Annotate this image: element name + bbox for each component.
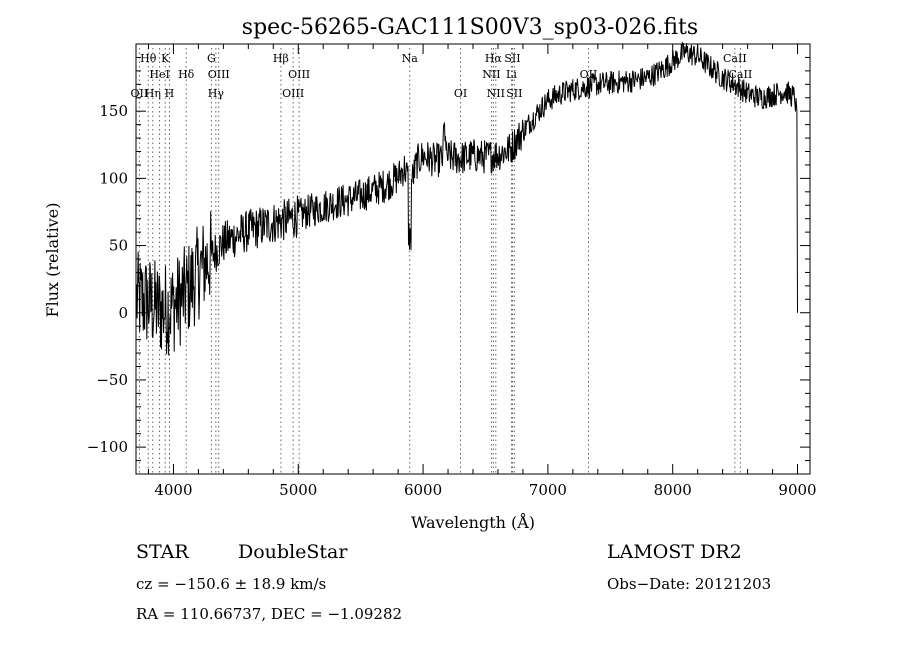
spectral-line-label: CaII	[723, 52, 747, 65]
spectral-line-label: Hδ	[178, 68, 195, 81]
y-tick-label: −100	[87, 438, 128, 456]
y-tick-label: 0	[118, 304, 128, 322]
x-tick-label: 5000	[279, 481, 317, 499]
object-class: STAR	[136, 541, 189, 563]
spectral-line-label: OI	[454, 87, 467, 100]
object-subclass: DoubleStar	[238, 541, 348, 563]
y-axis-ticks: −100 −50 0 50 100 150	[87, 56, 810, 462]
x-tick-label: 7000	[529, 481, 567, 499]
spectrum-series-line	[136, 41, 798, 356]
x-axis-ticks: 4000 5000 6000 7000 8000 9000	[147, 44, 817, 499]
spectral-line-label: Hβ	[273, 52, 289, 65]
x-axis-label: Wavelength (Å)	[411, 512, 535, 532]
redshift-info: cz = −150.6 ± 18.9 km/s	[136, 575, 326, 593]
y-tick-label: 100	[99, 169, 128, 187]
spectral-line-label: OIII	[282, 87, 304, 100]
spectral-line-label: CaII	[729, 68, 753, 81]
spectral-line-label: Hγ	[208, 87, 225, 100]
x-tick-label: 8000	[654, 481, 692, 499]
y-tick-label: 150	[99, 102, 128, 120]
x-tick-label: 6000	[404, 481, 442, 499]
spectral-line-label: NII	[487, 87, 505, 100]
spectral-line-label: SII	[506, 87, 522, 100]
chart-title: spec-56265-GAC111S00V3_sp03-026.fits	[242, 15, 698, 40]
spectral-line-label: G	[207, 52, 216, 65]
spectral-line-label: Na	[402, 52, 419, 65]
spectral-line-label: Hθ	[140, 52, 157, 65]
y-tick-label: −50	[96, 371, 128, 389]
spectral-line-label: OII	[131, 87, 149, 100]
spectral-line-label: Hα	[485, 52, 503, 65]
observation-date: Obs−Date: 20121203	[607, 575, 771, 593]
spectral-line-label: OIII	[288, 68, 310, 81]
spectral-line-label: NII	[482, 68, 500, 81]
spectral-line-markers	[138, 48, 741, 474]
spectral-line-label: Hη	[145, 87, 161, 100]
plot-frame	[135, 43, 811, 475]
spectral-line-label: HeI	[149, 68, 169, 81]
spectral-line-label: H	[165, 87, 175, 100]
spectral-line-label: K	[161, 52, 170, 65]
y-tick-label: 50	[109, 237, 128, 255]
survey-name: LAMOST DR2	[607, 541, 742, 563]
y-axis-label: Flux (relative)	[43, 203, 62, 318]
coordinates-info: RA = 110.66737, DEC = −1.09282	[136, 605, 402, 623]
x-tick-label: 4000	[154, 481, 192, 499]
spectral-line-label: OIII	[208, 68, 230, 81]
x-tick-label: 9000	[778, 481, 816, 499]
spectral-line-label: Li	[506, 68, 517, 81]
spectral-line-label: SII	[504, 52, 520, 65]
